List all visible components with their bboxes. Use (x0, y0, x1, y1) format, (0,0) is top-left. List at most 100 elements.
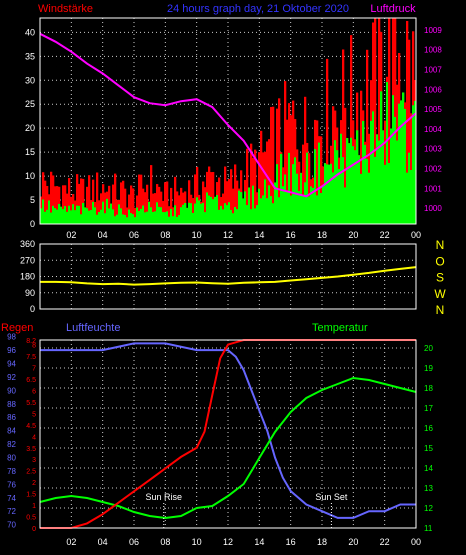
wind-bar (266, 198, 269, 224)
gust-bar (164, 182, 167, 224)
gust-bar (46, 185, 49, 224)
gust-bar (366, 49, 369, 225)
wind-bar (40, 208, 43, 224)
gust-bar (86, 186, 89, 224)
wind-bar (198, 200, 201, 224)
rain-tick-label: 4.5 (26, 423, 36, 430)
wind-bar (398, 103, 401, 224)
wind-bar (324, 163, 327, 224)
wind-bar (242, 198, 245, 224)
wind-bar (88, 210, 91, 224)
wind-pressure-panel: 0510152025303540100010011002100310041005… (25, 17, 442, 240)
rain-tick-label: 3.5 (26, 446, 36, 453)
wind-tick-label: 30 (25, 75, 35, 85)
wind-bar (188, 202, 191, 224)
x-tick-label: 06 (129, 537, 139, 547)
wind-bar (344, 187, 347, 224)
rain-tick-label: 6 (32, 388, 36, 395)
wind-axis-title: Windstärke (38, 3, 93, 15)
wind-bar (308, 196, 311, 224)
wind-bar (112, 209, 115, 224)
gust-bar (138, 174, 141, 224)
wind-bar (330, 163, 333, 224)
sun-marker-label: Sun Rise (146, 492, 183, 502)
rain-tick-label: 5.5 (26, 400, 36, 407)
humidity-tick-label: 80 (7, 454, 16, 463)
wind-bar (358, 155, 361, 224)
wind-bar (130, 213, 133, 224)
gust-bar (88, 175, 91, 224)
gust-bar (92, 179, 95, 224)
x-tick-label: 12 (223, 537, 233, 547)
gust-bar (180, 187, 183, 224)
wind-bar (384, 164, 387, 224)
gust-bar (254, 149, 257, 224)
wind-bar (240, 192, 243, 224)
sun-marker-label: Sun Set (315, 492, 348, 502)
wind-bar (364, 144, 367, 224)
rain-tick-label: 7.5 (26, 354, 36, 361)
wind-bar (260, 198, 263, 224)
wind-bar (74, 210, 77, 224)
rain-tick-label: 1 (32, 503, 36, 510)
gust-bar (112, 184, 115, 224)
wind-bar (98, 211, 101, 224)
wind-bar (148, 201, 151, 224)
wind-bar (154, 211, 157, 224)
wind-bar (352, 146, 355, 224)
wind-bar (108, 208, 111, 224)
wind-bar (376, 134, 379, 224)
temperature-tick-label: 18 (424, 384, 433, 393)
gust-bar (120, 182, 123, 224)
wind-bar (72, 204, 75, 224)
wind-bar (386, 82, 389, 225)
wind-bar (300, 172, 303, 224)
chart-title: 24 hours graph day, 21 Oktober 2020 (167, 3, 349, 15)
wind-bar (360, 173, 363, 224)
wind-bar (150, 207, 153, 224)
wind-bar (220, 205, 223, 224)
wind-bar (208, 195, 211, 224)
wind-bar (216, 194, 219, 224)
wind-direction-panel: 0 N 90 W 180 S 270 O 360 N (20, 238, 446, 317)
temperature-tick-label: 15 (424, 444, 433, 453)
rain-tick-label: 8.2 (26, 338, 36, 345)
direction-plot-frame (39, 243, 417, 310)
wind-bar (338, 169, 341, 224)
humidity-tick-label: 94 (7, 360, 16, 369)
wind-bar (180, 207, 183, 224)
x-tick-label: 02 (66, 537, 76, 547)
wind-bar (184, 203, 187, 224)
gust-bar (284, 81, 287, 224)
wind-bar (144, 212, 147, 224)
humidity-tick-label: 78 (7, 467, 16, 476)
gust-bar (272, 106, 275, 224)
wind-bar (66, 211, 69, 224)
wind-bar (222, 209, 225, 224)
wind-bar (128, 209, 131, 224)
wind-bar (190, 203, 193, 224)
gust-bar (196, 167, 199, 224)
wind-bar (168, 216, 171, 224)
rain-tick-label: 3 (32, 457, 36, 464)
wind-bar (218, 209, 221, 224)
gust-bar (170, 187, 173, 224)
x-tick-label: 08 (160, 230, 170, 240)
gust-bar (140, 174, 143, 224)
wind-tick-label: 35 (25, 51, 35, 61)
wind-bar (156, 202, 159, 224)
wind-bar (380, 91, 383, 224)
gust-bar (286, 119, 289, 224)
wind-bar (122, 214, 125, 224)
rain-tick-label: 5 (32, 411, 36, 418)
wind-bar (210, 196, 213, 224)
wind-bar (284, 174, 287, 224)
wind-bar (80, 214, 83, 224)
gust-bar (350, 35, 353, 225)
wind-bar (96, 214, 99, 224)
wind-bar (194, 203, 197, 224)
gust-bar (204, 187, 207, 224)
gust-bar (122, 180, 125, 224)
x-tick-label: 12 (223, 230, 233, 240)
wind-bar (326, 164, 329, 224)
